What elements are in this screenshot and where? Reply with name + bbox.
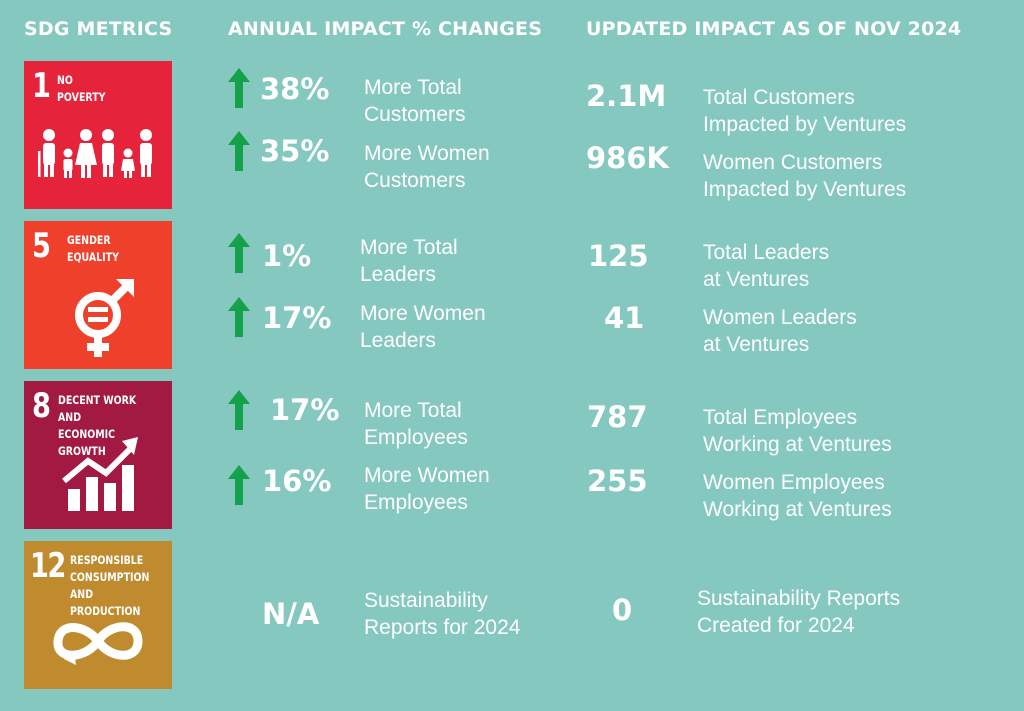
annual-label-women-leaders: More Women Leaders: [360, 302, 486, 352]
updated-value-sustainability: 0: [612, 593, 633, 627]
updated-value-total-leaders: 125: [588, 239, 649, 273]
up-arrow-icon: [228, 131, 250, 171]
sdg-number: 8: [32, 386, 51, 426]
annual-label-women-employees: More Women Employees: [364, 464, 490, 514]
sdg-tile-gender-equality: 5 GENDER EQUALITY: [24, 221, 172, 369]
sdg-tile-responsible-consumption: 12 RESPONSIBLE CONSUMPTION AND PRODUCTIO…: [24, 541, 172, 689]
annual-change-women-leaders: 17%: [262, 301, 332, 335]
sdg-number: 12: [30, 546, 66, 586]
updated-value-total-employees: 787: [587, 400, 648, 434]
annual-change-sustainability: N/A: [262, 597, 320, 631]
infinity-icon: [53, 622, 143, 665]
annual-label-sustainability: Sustainability Reports for 2024: [364, 589, 521, 639]
sdg-number: 1: [32, 66, 51, 106]
family-icon: [38, 129, 152, 178]
up-arrow-icon: [228, 390, 250, 430]
annual-label-women-customers: More Women Customers: [364, 142, 490, 192]
updated-value-women-leaders: 41: [604, 301, 645, 335]
updated-value-total-customers: 2.1M: [586, 79, 667, 113]
sdg-tile-no-poverty: 1 NO POVERTY: [24, 61, 172, 209]
annual-label-total-leaders: More Total Leaders: [360, 236, 458, 286]
annual-change-total-customers: 38%: [260, 72, 330, 106]
updated-label-women-employees: Women Employees Working at Ventures: [703, 471, 892, 521]
updated-label-total-leaders: Total Leaders at Ventures: [703, 241, 830, 291]
sdg-metrics-header: SDG METRICS: [24, 18, 173, 40]
updated-label-total-customers: Total Customers Impacted by Ventures: [703, 86, 907, 136]
updated-value-women-employees: 255: [587, 464, 648, 498]
updated-value-women-customers: 986K: [586, 141, 670, 175]
annual-impact-header: ANNUAL IMPACT % CHANGES: [228, 18, 543, 40]
updated-label-total-employees: Total Employees Working at Ventures: [703, 406, 892, 456]
updated-label-women-leaders: Women Leaders at Ventures: [703, 306, 857, 356]
up-arrow-icon: [228, 68, 250, 108]
sdg-title: GENDER EQUALITY: [67, 233, 119, 264]
annual-change-total-leaders: 1%: [262, 239, 312, 273]
up-arrow-icon: [228, 297, 250, 337]
up-arrow-icon: [228, 465, 250, 505]
annual-change-total-employees: 17%: [270, 393, 340, 427]
sdg-number: 5: [32, 226, 51, 266]
up-arrow-icon: [228, 233, 250, 273]
sdg-title: NO POVERTY: [57, 73, 106, 104]
gender-equality-icon: [75, 279, 134, 357]
sdg-title: RESPONSIBLE CONSUMPTION AND PRODUCTION: [70, 553, 150, 618]
sdg-title: DECENT WORK AND ECONOMIC GROWTH: [58, 393, 137, 458]
annual-label-total-employees: More Total Employees: [364, 399, 468, 449]
updated-label-sustainability: Sustainability Reports Created for 2024: [697, 587, 901, 637]
updated-impact-header: UPDATED IMPACT AS OF NOV 2024: [586, 18, 962, 40]
annual-change-women-employees: 16%: [262, 464, 332, 498]
growth-chart-icon: [62, 437, 138, 511]
annual-label-total-customers: More Total Customers: [364, 76, 466, 126]
annual-change-women-customers: 35%: [260, 134, 330, 168]
sdg-tile-decent-work: 8 DECENT WORK AND ECONOMIC GROWTH: [24, 381, 172, 529]
updated-label-women-customers: Women Customers Impacted by Ventures: [703, 151, 907, 201]
